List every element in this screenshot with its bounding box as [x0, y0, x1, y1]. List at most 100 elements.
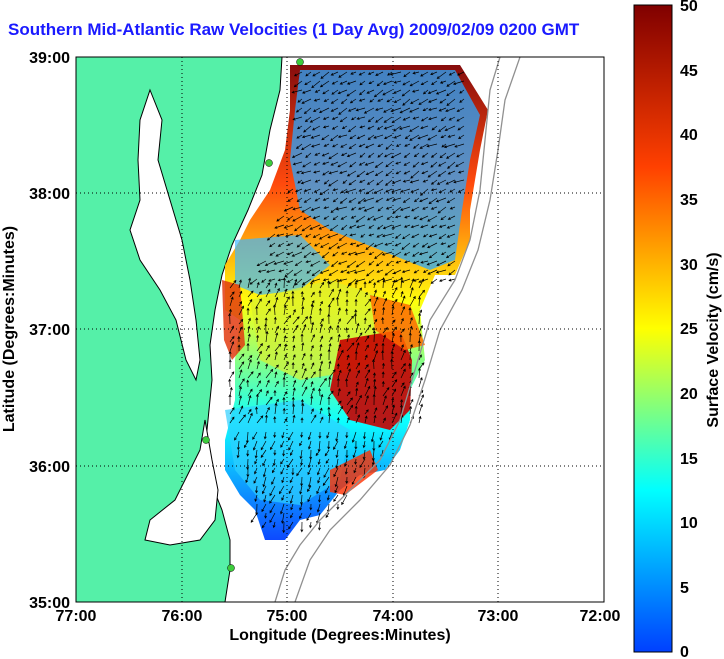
velocity-arrow [399, 404, 403, 415]
velocity-arrow [294, 224, 303, 232]
velocity-arrow [365, 242, 375, 251]
velocity-arrow [351, 431, 357, 443]
velocity-arrow [312, 125, 321, 131]
velocity-arrow [262, 467, 267, 478]
velocity-arrow [264, 414, 268, 424]
velocity-arrow [373, 242, 384, 248]
velocity-arrow [302, 89, 312, 94]
velocity-arrow [311, 80, 321, 89]
velocity-arrow [337, 369, 342, 379]
velocity-arrow [404, 260, 411, 264]
velocity-arrow [323, 179, 330, 185]
velocity-arrow [441, 251, 447, 256]
velocity-arrow [386, 260, 393, 267]
velocity-arrow [362, 440, 366, 449]
velocity-arrow [301, 296, 305, 307]
velocity-arrow [247, 277, 252, 289]
velocity-arrow [341, 494, 348, 506]
velocity-arrow [296, 170, 303, 174]
velocity-arrow [300, 398, 304, 406]
velocity-arrow [410, 170, 420, 179]
velocity-arrow [237, 344, 241, 352]
velocity-arrow [344, 188, 357, 194]
velocity-arrow [306, 512, 312, 521]
velocity-arrow [422, 107, 429, 111]
velocity-arrow [301, 402, 305, 415]
velocity-arrow [385, 206, 393, 210]
velocity-arrow [292, 403, 296, 415]
velocity-arrow [312, 233, 321, 238]
velocity-arrow [346, 368, 351, 379]
velocity-arrow [403, 251, 411, 256]
velocity-arrow [346, 334, 350, 343]
colorbar-tick-label: 35 [680, 192, 698, 209]
velocity-arrow [430, 206, 438, 210]
velocity-arrow [318, 367, 322, 379]
velocity-arrow [447, 242, 456, 248]
velocity-arrow [356, 224, 366, 229]
velocity-arrow [359, 89, 366, 96]
velocity-arrow [283, 353, 287, 361]
velocity-arrow [288, 485, 294, 494]
velocity-arrow [409, 179, 420, 184]
velocity-arrow [419, 215, 429, 221]
velocity-arrow [273, 316, 277, 325]
velocity-arrow [303, 197, 312, 203]
velocity-arrow [300, 417, 304, 424]
velocity-arrow [229, 416, 235, 424]
velocity-arrow [400, 317, 404, 325]
velocity-arrow [402, 116, 411, 121]
velocity-arrow [404, 143, 411, 147]
velocity-arrow [304, 80, 312, 86]
velocity-arrow [327, 396, 331, 406]
velocity-arrow [289, 494, 294, 504]
velocity-arrow [264, 317, 268, 325]
velocity-arrow [401, 269, 411, 274]
velocity-arrow [292, 308, 296, 316]
velocity-arrow [346, 152, 357, 158]
velocity-arrow [319, 300, 323, 307]
velocity-arrow [426, 143, 438, 148]
velocity-arrow [456, 116, 465, 122]
velocity-arrow [354, 405, 358, 415]
velocity-arrow [421, 242, 429, 248]
velocity-arrow [238, 318, 244, 325]
velocity-arrow [373, 414, 377, 424]
velocity-arrow [269, 494, 276, 504]
velocity-arrow [310, 300, 315, 307]
colorbar-label: Surface Velocity (cm/s) [705, 252, 722, 427]
velocity-arrow [439, 152, 447, 159]
velocity-arrow [327, 440, 331, 450]
velocity-arrow [229, 335, 235, 343]
velocity-arrow [439, 98, 447, 104]
velocity-arrow [391, 388, 397, 397]
velocity-arrow [365, 143, 375, 149]
velocity-arrow [409, 107, 420, 113]
velocity-arrow [371, 458, 375, 466]
velocity-arrow [320, 242, 330, 248]
velocity-arrow [367, 125, 375, 130]
velocity-arrow [363, 281, 367, 289]
velocity-arrow [340, 269, 348, 273]
velocity-arrow [417, 340, 421, 352]
velocity-arrow [348, 179, 357, 186]
velocity-arrow [387, 71, 393, 76]
velocity-arrow [427, 269, 438, 275]
velocity-arrow [274, 380, 279, 388]
velocity-arrow [303, 107, 312, 115]
velocity-arrow [265, 308, 271, 316]
station-marker [265, 159, 273, 167]
velocity-arrow [346, 315, 354, 325]
velocity-arrow [375, 107, 384, 111]
velocity-arrow [247, 358, 252, 370]
velocity-arrow [355, 107, 366, 112]
velocity-arrow [430, 71, 438, 76]
velocity-arrow [411, 206, 420, 212]
velocity-arrow [430, 179, 438, 185]
map-title: Southern Mid-Atlantic Raw Velocities (1 … [8, 20, 580, 39]
velocity-arrow [428, 251, 438, 259]
velocity-arrow [323, 98, 330, 102]
velocity-arrow [289, 476, 294, 484]
velocity-arrow [382, 395, 387, 406]
velocity-arrow [375, 197, 384, 203]
